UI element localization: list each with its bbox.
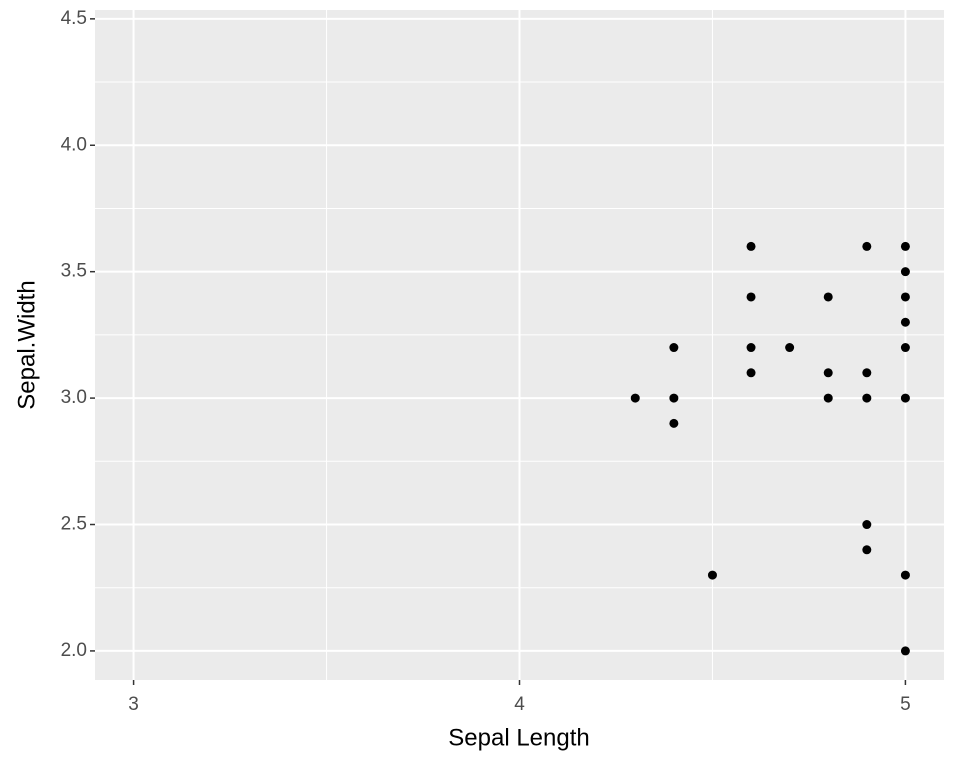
point xyxy=(746,368,756,378)
point xyxy=(900,570,910,580)
point xyxy=(669,393,679,403)
point xyxy=(900,317,910,327)
x-tick-label: 5 xyxy=(900,694,911,715)
point xyxy=(823,368,833,378)
y-tick-label: 2.5 xyxy=(61,514,87,535)
point xyxy=(900,292,910,302)
point xyxy=(823,393,833,403)
point xyxy=(746,241,756,251)
point xyxy=(862,368,872,378)
point xyxy=(823,292,833,302)
y-tick-label: 3.5 xyxy=(61,261,87,282)
y-tick-label: 3.0 xyxy=(61,387,87,408)
y-tick-label: 4.5 xyxy=(61,8,87,29)
point xyxy=(900,267,910,277)
point xyxy=(746,343,756,353)
x-tick-label: 3 xyxy=(128,694,139,715)
y-axis-title: Sepal.Width xyxy=(13,280,40,409)
y-tick-label: 2.0 xyxy=(61,640,87,661)
point xyxy=(669,418,679,428)
x-axis-title: Sepal Length xyxy=(448,724,589,751)
x-tick-label: 4 xyxy=(514,694,525,715)
point xyxy=(862,241,872,251)
point xyxy=(900,241,910,251)
point xyxy=(900,393,910,403)
point xyxy=(900,646,910,656)
point xyxy=(746,292,756,302)
point xyxy=(785,343,795,353)
point xyxy=(862,520,872,530)
point xyxy=(900,343,910,353)
y-tick-label: 4.0 xyxy=(61,134,87,155)
point xyxy=(862,393,872,403)
point xyxy=(630,393,640,403)
point xyxy=(707,570,717,580)
point xyxy=(862,545,872,555)
point xyxy=(669,343,679,353)
